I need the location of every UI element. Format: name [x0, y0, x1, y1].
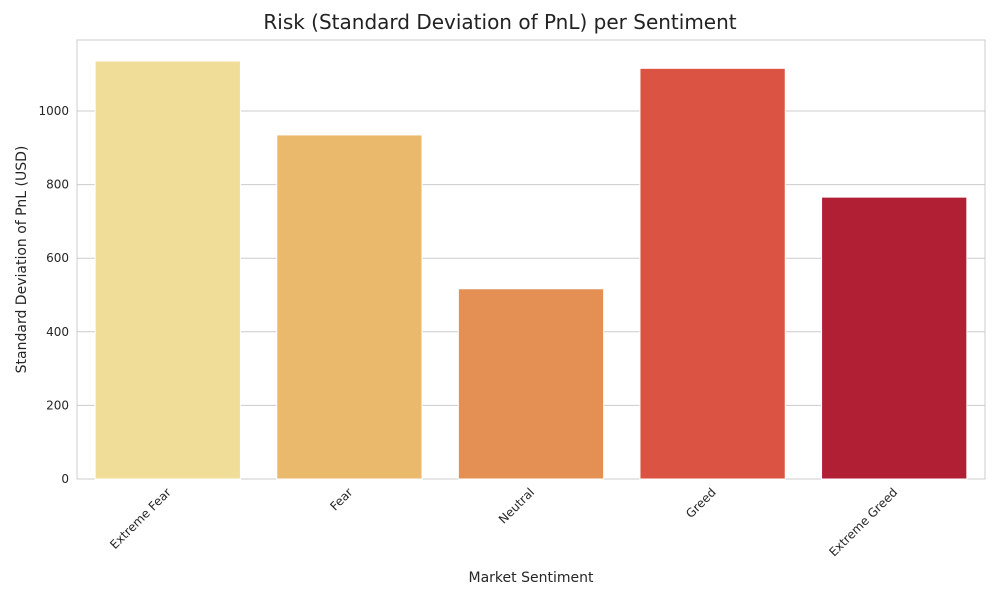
bar-extreme-fear	[94, 60, 241, 480]
x-tick-label: Neutral	[496, 485, 537, 526]
bar-greed	[639, 67, 786, 480]
x-tick-label: Greed	[683, 485, 719, 521]
y-tick-labels: 0 200 400 600 800 1000	[38, 104, 69, 486]
bar-fear	[276, 134, 423, 480]
y-tick-label: 600	[46, 251, 69, 265]
x-tick-label: Extreme Greed	[826, 485, 900, 559]
y-tick-label: 400	[46, 325, 69, 339]
y-tick-label: 800	[46, 178, 69, 192]
x-axis-label: Market Sentiment	[469, 570, 594, 586]
y-tick-label: 200	[46, 398, 69, 412]
y-tick-label: 0	[61, 472, 69, 486]
chart-title: Risk (Standard Deviation of PnL) per Sen…	[263, 10, 737, 34]
bar-extreme-greed	[821, 196, 968, 480]
y-tick-label: 1000	[38, 104, 69, 118]
x-tick-label: Extreme Fear	[107, 485, 174, 552]
bar-neutral	[457, 288, 605, 480]
x-tick-labels: Extreme Fear Fear Neutral Greed Extreme Gree…	[107, 485, 900, 559]
y-axis-label: Standard Deviation of PnL (USD)	[14, 146, 30, 374]
bars	[94, 60, 968, 480]
x-tick-label: Fear	[327, 485, 355, 513]
